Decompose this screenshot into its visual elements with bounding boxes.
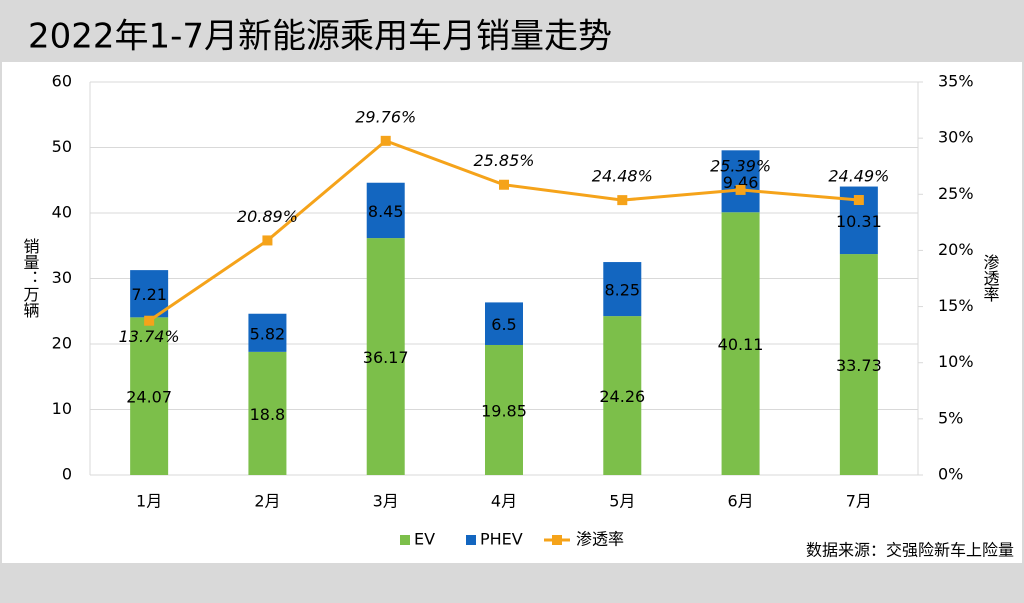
legend-swatch <box>400 535 410 545</box>
y-tick-label: 30 <box>52 268 72 287</box>
y2-tick-label: 35% <box>938 72 974 91</box>
data-label: 36.17 <box>363 348 409 367</box>
line-marker <box>380 135 391 146</box>
y2-tick-label: 25% <box>938 184 974 203</box>
data-label: 19.85 <box>481 401 527 420</box>
y-tick-label: 60 <box>52 72 72 91</box>
data-label: 24.07 <box>126 388 172 407</box>
line-marker <box>853 195 864 206</box>
bar-segment <box>485 302 523 345</box>
x-tick-label: 5月 <box>609 492 635 511</box>
y2-tick-label: 15% <box>938 296 974 315</box>
data-label: 18.8 <box>250 405 286 424</box>
x-tick-label: 6月 <box>727 492 753 511</box>
y-tick-label: 50 <box>52 137 72 156</box>
bar-segment <box>248 351 287 475</box>
source-note: 数据来源：交强险新车上险量 <box>806 541 1014 560</box>
bar-segment <box>721 212 760 476</box>
data-label: 5.82 <box>250 324 286 343</box>
y-tick-label: 10 <box>52 399 72 418</box>
data-label: 20.89% <box>237 207 298 226</box>
data-label: 7.21 <box>131 285 167 304</box>
bar-segment <box>839 254 878 475</box>
x-tick-label: 2月 <box>254 492 280 511</box>
data-label: 25.39% <box>710 156 771 175</box>
x-tick-label: 7月 <box>846 492 872 511</box>
bar-segment <box>721 150 760 213</box>
y-tick-label: 0 <box>62 465 72 484</box>
chart-title: 2022年1-7月新能源乘用车月销量走势 <box>28 17 612 57</box>
bar-segment <box>603 316 642 475</box>
y2-tick-label: 10% <box>938 352 974 371</box>
data-label: 13.74% <box>119 327 180 346</box>
y2-tick-label: 20% <box>938 240 974 259</box>
data-label: 24.49% <box>828 167 889 186</box>
data-label: 9.46 <box>723 173 759 192</box>
bar-segment <box>366 238 405 475</box>
bar-segment <box>603 262 642 317</box>
legend-swatch <box>466 535 476 545</box>
data-label: 29.76% <box>355 107 416 126</box>
y-axis-title: 销量：万辆 <box>21 238 40 319</box>
bar-segment <box>366 182 405 239</box>
data-label: 33.73 <box>836 356 882 375</box>
legend-label: EV <box>414 530 435 549</box>
line-marker <box>735 184 746 195</box>
data-label: 24.26 <box>599 387 645 406</box>
data-label: 40.11 <box>718 335 764 354</box>
y2-tick-label: 30% <box>938 128 974 147</box>
y-tick-label: 40 <box>52 203 72 222</box>
y2-tick-label: 5% <box>938 408 963 427</box>
legend-label: 渗透率 <box>576 530 624 549</box>
y2-tick-label: 0% <box>938 465 963 484</box>
data-label: 6.5 <box>491 315 516 334</box>
y-tick-label: 20 <box>52 334 72 353</box>
legend-label: PHEV <box>480 530 523 549</box>
y2-axis-title: 渗透率 <box>981 254 1000 302</box>
line-marker <box>262 235 273 246</box>
data-label: 8.25 <box>604 281 640 300</box>
x-tick-label: 4月 <box>491 492 517 511</box>
data-label: 24.48% <box>592 167 653 186</box>
bar-segment <box>130 270 169 318</box>
data-label: 25.85% <box>473 151 534 170</box>
x-tick-label: 3月 <box>373 492 399 511</box>
data-label: 10.31 <box>836 212 882 231</box>
line-marker <box>617 195 628 206</box>
data-label: 8.45 <box>368 202 404 221</box>
x-tick-label: 1月 <box>136 492 162 511</box>
bar-segment <box>485 344 523 475</box>
line-marker <box>144 315 155 326</box>
bar-segment <box>130 317 169 475</box>
legend-swatch <box>552 535 562 545</box>
bar-segment <box>248 313 287 352</box>
line-marker <box>499 179 509 190</box>
